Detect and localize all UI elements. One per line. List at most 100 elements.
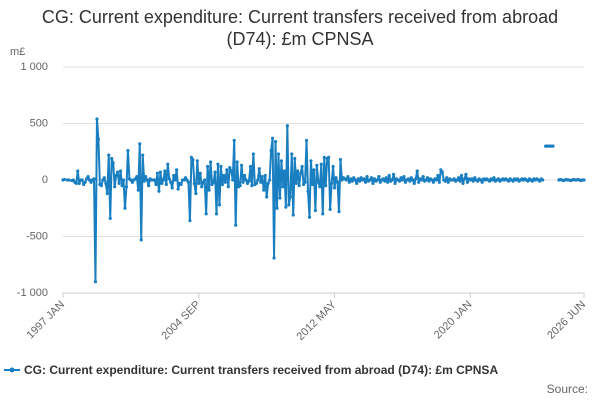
point — [102, 176, 106, 180]
point — [409, 176, 413, 180]
point — [269, 149, 273, 153]
point — [105, 191, 109, 196]
chart-title: CG: Current expenditure: Current transfe… — [41, 7, 559, 49]
point — [372, 177, 377, 181]
point — [83, 180, 87, 184]
point — [371, 181, 375, 185]
point — [480, 180, 484, 184]
point — [362, 177, 366, 181]
point — [260, 175, 264, 179]
point — [99, 184, 103, 188]
point — [318, 185, 322, 189]
point — [183, 176, 188, 180]
point — [285, 124, 289, 128]
point — [265, 195, 269, 199]
point — [347, 180, 351, 184]
point — [135, 175, 139, 179]
point — [141, 153, 145, 157]
point — [324, 184, 328, 188]
point — [492, 176, 496, 180]
point — [458, 179, 462, 183]
point — [96, 137, 101, 141]
point — [62, 177, 67, 182]
point — [352, 176, 356, 180]
point — [229, 169, 233, 173]
point — [232, 138, 236, 143]
point — [462, 177, 467, 181]
point — [307, 215, 312, 219]
point — [275, 206, 279, 210]
point — [116, 170, 120, 174]
point — [322, 155, 326, 159]
point — [179, 182, 183, 187]
point — [172, 173, 176, 178]
point — [293, 156, 297, 161]
point — [439, 168, 443, 172]
point — [92, 177, 96, 181]
point — [300, 164, 304, 169]
point — [251, 152, 255, 156]
point — [511, 179, 515, 183]
point — [368, 178, 372, 182]
point — [431, 180, 436, 184]
point — [208, 160, 213, 164]
point — [82, 182, 86, 187]
point — [154, 182, 158, 187]
point — [400, 178, 405, 182]
point — [386, 180, 390, 184]
point — [203, 178, 207, 182]
point — [349, 177, 353, 181]
point — [436, 173, 440, 178]
point — [582, 178, 586, 182]
point — [188, 219, 192, 223]
point — [551, 144, 555, 148]
point — [166, 162, 170, 166]
point — [226, 185, 230, 189]
point — [95, 117, 99, 121]
point — [383, 179, 387, 183]
point — [256, 178, 260, 182]
point — [399, 176, 403, 180]
point — [204, 212, 208, 216]
point — [163, 169, 167, 173]
point — [80, 178, 84, 182]
point — [213, 170, 217, 174]
point — [363, 180, 368, 184]
point — [123, 206, 127, 210]
point — [71, 178, 75, 182]
x-tick-label: 2020 JAN — [432, 299, 475, 342]
point — [278, 196, 282, 200]
point — [259, 180, 263, 184]
point — [195, 159, 199, 163]
point — [375, 178, 379, 182]
point — [133, 177, 137, 181]
point — [313, 208, 317, 213]
point — [384, 176, 388, 180]
point — [164, 182, 168, 187]
point — [101, 178, 105, 182]
point — [403, 180, 408, 184]
point — [248, 164, 253, 169]
point — [129, 178, 133, 182]
point — [257, 167, 261, 171]
point — [473, 176, 477, 180]
point — [167, 177, 171, 181]
x-tick-label: 2026 JUN — [545, 299, 588, 342]
point — [507, 179, 511, 183]
point — [268, 178, 272, 182]
point — [245, 181, 250, 185]
point — [86, 175, 90, 179]
point — [392, 172, 396, 176]
point — [526, 179, 530, 183]
y-tick-label: -500 — [26, 230, 48, 242]
point — [291, 213, 295, 217]
point — [408, 179, 412, 183]
point — [327, 155, 331, 159]
point — [176, 187, 180, 191]
point — [76, 169, 80, 173]
point — [104, 181, 108, 185]
point — [244, 178, 248, 182]
point — [170, 186, 174, 190]
point — [443, 179, 447, 183]
point — [427, 179, 431, 183]
